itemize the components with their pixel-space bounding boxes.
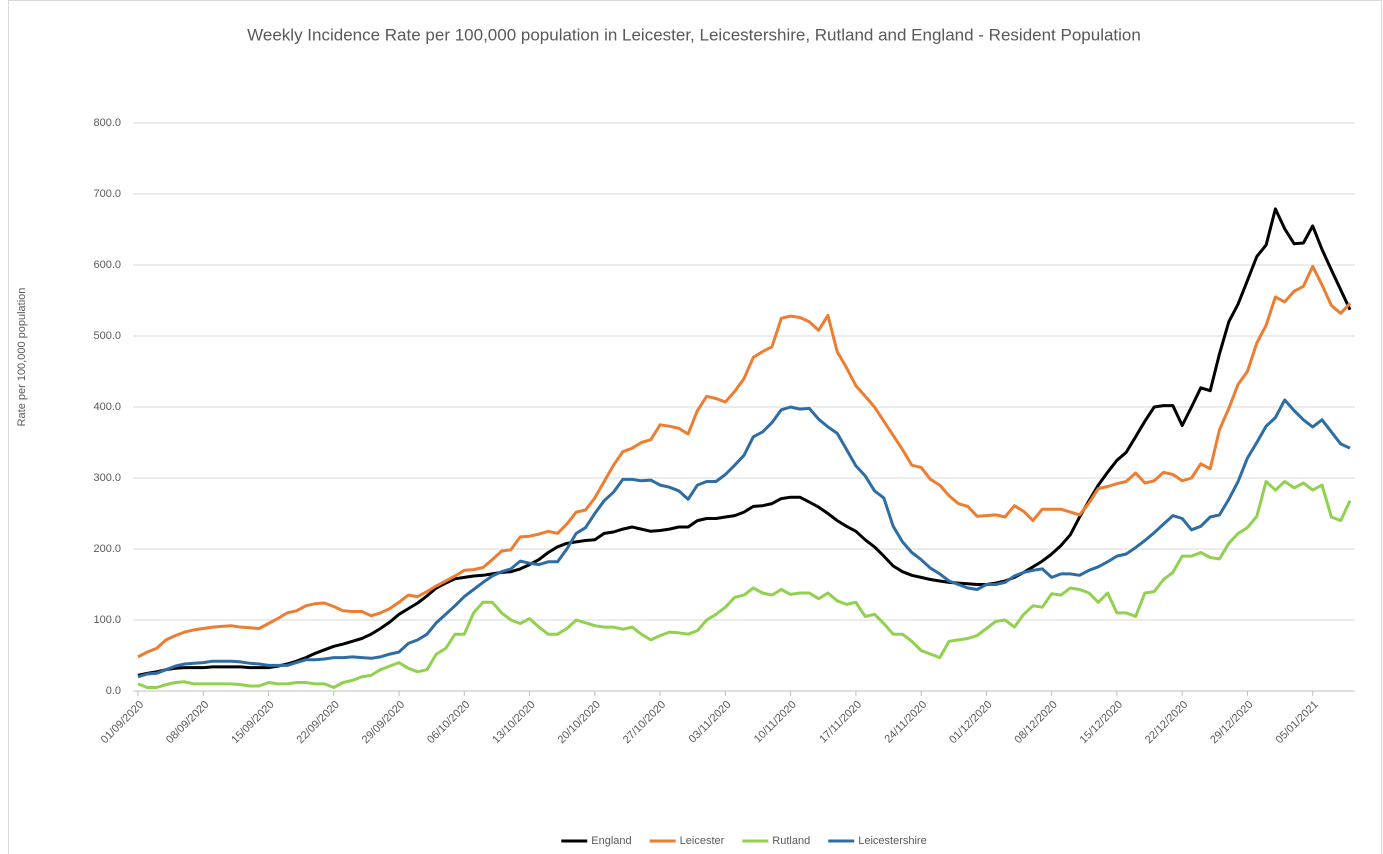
y-tick-label: 100.0 — [93, 614, 121, 626]
series-line — [137, 398, 1351, 679]
y-tick-label: 700.0 — [93, 188, 121, 200]
y-tick-label: 300.0 — [93, 472, 121, 484]
y-tick-label: 200.0 — [93, 543, 121, 555]
legend-label: Leicestershire — [858, 835, 926, 847]
y-tick-label: 0.0 — [106, 685, 121, 697]
legend-label: Rutland — [772, 835, 810, 847]
chart-title: Weekly Incidence Rate per 100,000 popula… — [247, 25, 1141, 44]
y-tick-label: 600.0 — [93, 259, 121, 271]
series-line — [137, 207, 1352, 677]
y-axis-label: Rate per 100,000 population — [16, 288, 28, 427]
chart-frame — [8, 0, 1382, 854]
y-tick-label: 500.0 — [93, 330, 121, 342]
legend-label: Leicester — [680, 835, 725, 847]
legend-label: England — [591, 835, 631, 847]
y-tick-label: 800.0 — [93, 117, 121, 129]
series-line — [137, 480, 1352, 689]
y-tick-label: 400.0 — [93, 401, 121, 413]
series-line — [137, 264, 1352, 659]
